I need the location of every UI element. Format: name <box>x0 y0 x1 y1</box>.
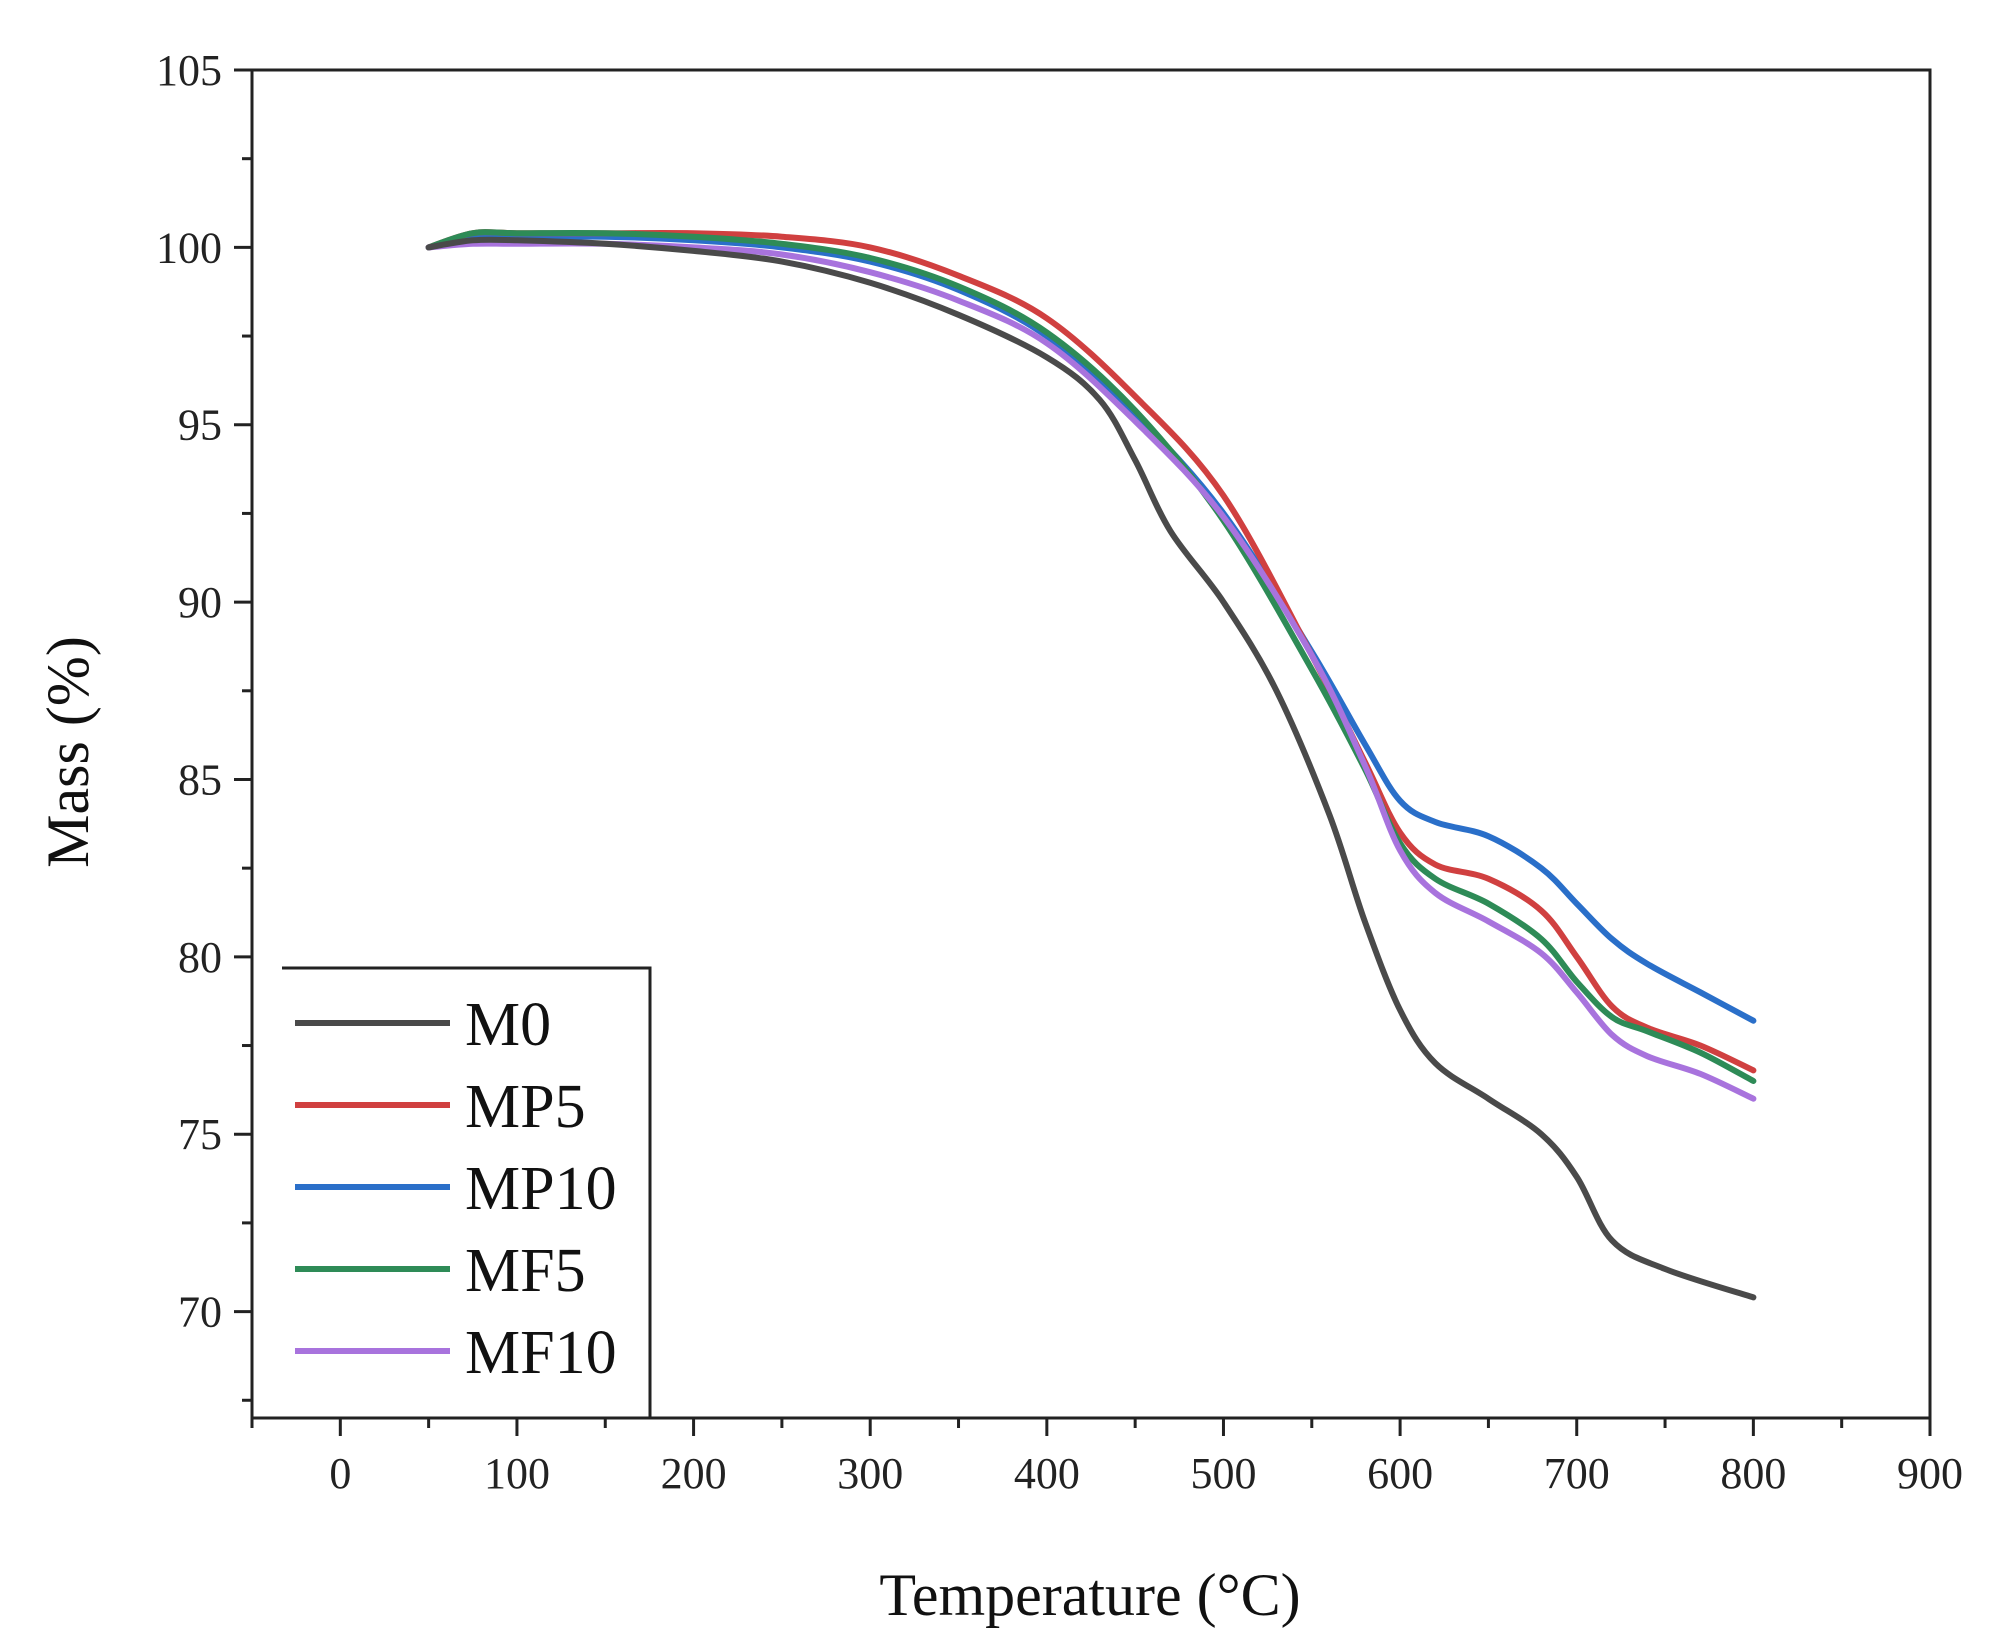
legend-label-mp10: MP10 <box>465 1155 617 1223</box>
legend-label-mf5: MF5 <box>465 1237 586 1305</box>
x-tick-label: 200 <box>661 1449 727 1498</box>
y-tick-label: 75 <box>178 1110 222 1159</box>
plot-frame <box>250 68 1932 1420</box>
y-axis-title: Mass (%) <box>35 636 101 868</box>
x-tick-label: 800 <box>1720 1449 1786 1498</box>
legend-label-m0: M0 <box>465 991 551 1059</box>
y-tick-label: 85 <box>178 755 222 804</box>
legend-frame <box>282 966 652 1418</box>
x-tick-label: 300 <box>837 1449 903 1498</box>
legend: M0 MP5 MP10 MF5 MF10 <box>282 966 652 1418</box>
x-tick-label: 400 <box>1014 1449 1080 1498</box>
x-tick-label: 700 <box>1544 1449 1610 1498</box>
x-tick-label: 0 <box>329 1449 351 1498</box>
x-axis-title: Temperature (°C) <box>879 1562 1300 1628</box>
x-tick-label: 100 <box>484 1449 550 1498</box>
ticks-layer: 0 100 200 300 400 500 600 700 800 900 70 75 80 85 90 95… <box>156 46 1963 1498</box>
y-tick-label: 95 <box>178 401 222 450</box>
x-tick-label: 600 <box>1367 1449 1433 1498</box>
legend-label-mf10: MF10 <box>465 1319 617 1387</box>
axes-layer <box>250 68 1932 1420</box>
series-line-mf5 <box>425 229 1757 1084</box>
y-tick-label: 70 <box>178 1288 222 1337</box>
series-line-m0 <box>425 236 1757 1301</box>
y-tick-label: 100 <box>156 223 222 272</box>
y-tick-label: 90 <box>178 578 222 627</box>
y-tick-label: 80 <box>178 933 222 982</box>
y-tick-label: 105 <box>156 46 222 95</box>
series-layer <box>425 229 1757 1301</box>
x-tick-label: 900 <box>1897 1449 1963 1498</box>
legend-label-mp5: MP5 <box>465 1073 586 1141</box>
series-line-mp5 <box>425 229 1757 1074</box>
x-tick-label: 500 <box>1190 1449 1256 1498</box>
